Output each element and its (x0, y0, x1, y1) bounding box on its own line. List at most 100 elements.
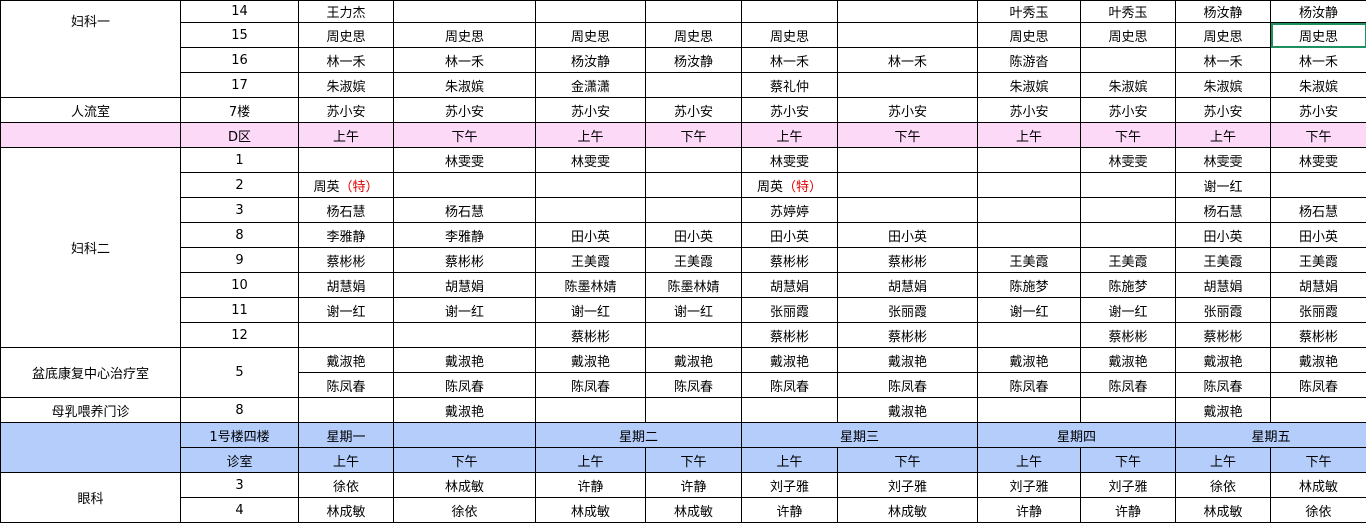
schedule-cell[interactable]: 胡慧娟 (1175, 272, 1271, 298)
schedule-cell[interactable]: 蔡彬彬 (1270, 322, 1366, 348)
schedule-cell[interactable]: 陈墨林婧 (645, 272, 742, 298)
schedule-cell[interactable]: 苏小安 (298, 97, 394, 123)
schedule-cell[interactable]: 金潇潇 (535, 72, 646, 98)
schedule-cell[interactable]: 许静 (535, 472, 646, 498)
schedule-cell[interactable]: 王美霞 (645, 247, 742, 273)
schedule-cell[interactable]: 杨石慧 (1270, 197, 1366, 223)
schedule-cell[interactable]: 苏小安 (1270, 97, 1366, 123)
schedule-cell[interactable] (741, 0, 838, 23)
schedule-cell[interactable] (535, 172, 646, 198)
schedule-cell[interactable]: 林成敏 (645, 497, 742, 523)
schedule-cell[interactable]: 苏小安 (1175, 97, 1271, 123)
schedule-cell[interactable]: 苏小安 (393, 97, 536, 123)
schedule-cell[interactable]: 下午 (393, 122, 536, 148)
schedule-cell[interactable]: 下午 (837, 122, 978, 148)
schedule-cell[interactable] (298, 322, 394, 348)
schedule-cell[interactable]: 戴淑艳 (1175, 397, 1271, 423)
schedule-cell[interactable]: 陈凤春 (645, 372, 742, 398)
schedule-cell[interactable]: 徐依 (298, 472, 394, 498)
schedule-cell[interactable] (837, 22, 978, 48)
schedule-cell[interactable]: 陈凤春 (741, 372, 838, 398)
schedule-cell[interactable]: 田小英 (535, 222, 646, 248)
schedule-cell[interactable] (977, 172, 1081, 198)
schedule-cell[interactable] (837, 172, 978, 198)
room-cell[interactable]: 12 (180, 322, 299, 348)
period-header[interactable]: 下午 (393, 447, 536, 473)
schedule-cell[interactable] (1080, 222, 1176, 248)
room-cell[interactable]: 3 (180, 197, 299, 223)
schedule-cell[interactable] (645, 397, 742, 423)
schedule-cell[interactable]: 林成敏 (1175, 497, 1271, 523)
schedule-cell[interactable]: 周史思 (535, 22, 646, 48)
schedule-cell[interactable]: 叶秀玉 (977, 0, 1081, 23)
schedule-cell[interactable]: 周史思 (298, 22, 394, 48)
period-header[interactable]: 上午 (741, 447, 838, 473)
schedule-cell[interactable] (1270, 397, 1366, 423)
schedule-cell[interactable]: 刘子雅 (837, 472, 978, 498)
schedule-cell[interactable]: 蔡彬彬 (837, 322, 978, 348)
schedule-cell[interactable]: 林一禾 (741, 47, 838, 73)
schedule-cell[interactable]: 上午 (977, 122, 1081, 148)
schedule-cell[interactable] (977, 197, 1081, 223)
schedule-cell[interactable]: 周史思 (645, 22, 742, 48)
blank-header-cell[interactable] (0, 422, 181, 473)
schedule-cell[interactable]: 陈施梦 (1080, 272, 1176, 298)
schedule-cell[interactable]: 周史思 (741, 22, 838, 48)
schedule-cell[interactable]: 刘子雅 (1080, 472, 1176, 498)
schedule-cell[interactable] (645, 322, 742, 348)
schedule-cell[interactable]: 林一禾 (1270, 47, 1366, 73)
schedule-cell[interactable] (1080, 397, 1176, 423)
schedule-cell[interactable]: 杨石慧 (393, 197, 536, 223)
schedule-cell[interactable] (393, 322, 536, 348)
schedule-cell[interactable]: 王力杰 (298, 0, 394, 23)
schedule-cell[interactable]: 林雯雯 (1175, 147, 1271, 173)
schedule-cell[interactable] (837, 72, 978, 98)
schedule-cell[interactable]: 苏小安 (1080, 97, 1176, 123)
schedule-cell[interactable]: 徐依 (1270, 497, 1366, 523)
schedule-cell[interactable]: 戴淑艳 (837, 397, 978, 423)
schedule-cell[interactable]: 周史思 (977, 22, 1081, 48)
schedule-cell[interactable]: 胡慧娟 (741, 272, 838, 298)
period-header[interactable]: 上午 (298, 447, 394, 473)
period-header[interactable]: 下午 (1080, 447, 1176, 473)
schedule-cell[interactable]: 林成敏 (1270, 472, 1366, 498)
schedule-cell[interactable]: 林一禾 (393, 47, 536, 73)
period-header[interactable]: 下午 (837, 447, 978, 473)
schedule-cell[interactable] (977, 397, 1081, 423)
schedule-cell[interactable]: 田小英 (645, 222, 742, 248)
schedule-cell[interactable]: 许静 (1080, 497, 1176, 523)
room-cell[interactable]: 17 (180, 72, 299, 98)
schedule-cell[interactable]: 蔡礼仲 (741, 72, 838, 98)
schedule-cell[interactable]: 陈游沓 (977, 47, 1081, 73)
blank-header-cell[interactable] (393, 422, 536, 448)
schedule-cell[interactable]: 下午 (1270, 122, 1366, 148)
room-cell[interactable]: 1 (180, 147, 299, 173)
department-cell[interactable]: 眼科 (0, 472, 181, 523)
schedule-cell[interactable]: 王美霞 (977, 247, 1081, 273)
schedule-cell[interactable]: 蔡彬彬 (741, 322, 838, 348)
schedule-cell[interactable]: 林成敏 (837, 497, 978, 523)
room-cell[interactable]: 5 (180, 347, 299, 398)
schedule-cell[interactable]: 林一禾 (1175, 47, 1271, 73)
schedule-cell[interactable]: 林成敏 (393, 472, 536, 498)
schedule-cell[interactable] (645, 72, 742, 98)
schedule-cell[interactable]: 谢一红 (1080, 297, 1176, 323)
period-header[interactable]: 上午 (977, 447, 1081, 473)
schedule-cell[interactable]: 张丽霞 (741, 297, 838, 323)
schedule-cell[interactable]: 朱淑嫔 (1175, 72, 1271, 98)
schedule-cell[interactable]: 许静 (741, 497, 838, 523)
schedule-cell[interactable]: 戴淑艳 (393, 347, 536, 373)
schedule-cell[interactable]: 林雯雯 (535, 147, 646, 173)
schedule-cell[interactable]: 张丽霞 (837, 297, 978, 323)
schedule-cell[interactable]: 陈凤春 (1270, 372, 1366, 398)
schedule-cell[interactable]: 上午 (298, 122, 394, 148)
schedule-cell[interactable]: 苏小安 (645, 97, 742, 123)
room-cell[interactable]: 3 (180, 472, 299, 498)
room-cell[interactable]: 2 (180, 172, 299, 198)
schedule-cell[interactable] (645, 172, 742, 198)
schedule-cell[interactable] (535, 397, 646, 423)
schedule-cell[interactable] (977, 322, 1081, 348)
room-cell[interactable]: 8 (180, 222, 299, 248)
schedule-cell[interactable]: 朱淑嫔 (1270, 72, 1366, 98)
schedule-cell[interactable] (1080, 47, 1176, 73)
